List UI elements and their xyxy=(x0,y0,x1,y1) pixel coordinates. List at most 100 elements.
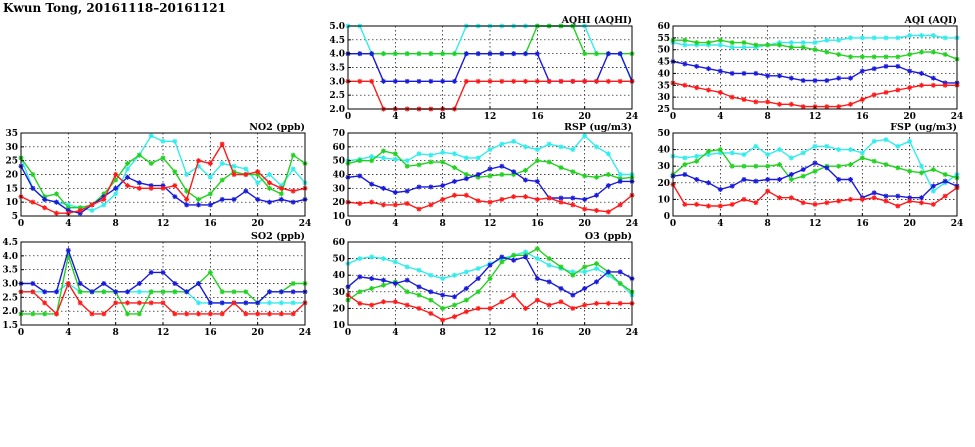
data-point xyxy=(883,54,889,60)
data-point xyxy=(113,177,119,183)
data-point xyxy=(65,207,71,213)
data-point xyxy=(65,205,71,211)
x-tick-label: 12 xyxy=(809,112,822,122)
data-point xyxy=(777,42,782,48)
data-point xyxy=(546,262,552,268)
data-point xyxy=(219,141,225,147)
data-point xyxy=(278,183,284,189)
data-point xyxy=(416,206,422,212)
data-point xyxy=(428,159,434,165)
data-point xyxy=(694,158,700,164)
y-tick-label: 3.5 xyxy=(2,266,18,276)
data-point xyxy=(452,51,457,57)
data-point xyxy=(243,166,249,172)
data-point xyxy=(487,51,493,57)
data-point xyxy=(582,51,588,57)
x-tick-label: 12 xyxy=(484,219,497,229)
data-point xyxy=(594,78,599,84)
data-point xyxy=(463,192,469,198)
data-point xyxy=(594,174,599,180)
chart-title: NO2 (ppb) xyxy=(249,122,305,133)
data-point xyxy=(523,144,528,150)
y-tick-label: 4.0 xyxy=(329,50,345,60)
data-point xyxy=(848,75,853,81)
data-point xyxy=(463,285,469,291)
data-point xyxy=(930,201,936,207)
data-point xyxy=(440,51,446,57)
data-point xyxy=(54,289,59,295)
data-point xyxy=(184,196,190,202)
data-point xyxy=(416,162,422,168)
data-point xyxy=(605,78,611,84)
y-tick-label: 10 xyxy=(5,198,18,208)
data-point xyxy=(907,195,913,201)
data-point xyxy=(523,305,528,311)
x-tick-label: 8 xyxy=(440,328,446,338)
data-point xyxy=(907,32,913,38)
data-point xyxy=(65,253,71,259)
data-point xyxy=(357,274,363,280)
data-point xyxy=(753,143,759,149)
data-point xyxy=(682,42,688,48)
data-point xyxy=(42,311,48,317)
data-point xyxy=(499,51,505,57)
data-point xyxy=(267,180,272,186)
data-point xyxy=(231,300,237,306)
data-point xyxy=(278,196,284,202)
data-point xyxy=(369,78,375,84)
data-point xyxy=(381,51,386,57)
data-point xyxy=(605,300,611,306)
x-tick-label: 4 xyxy=(392,112,398,122)
data-point xyxy=(741,152,747,158)
data-point xyxy=(255,196,261,202)
data-point xyxy=(487,305,493,311)
data-point xyxy=(859,155,865,161)
data-point xyxy=(523,167,528,173)
data-point xyxy=(558,285,564,291)
data-point xyxy=(42,196,48,202)
data-point xyxy=(463,78,469,84)
y-tick-label: 50 xyxy=(332,255,345,265)
y-tick-label: 60 xyxy=(332,143,345,153)
data-point xyxy=(919,163,924,169)
chart-so2: 0 4 8 12 16 20 24 1.5 2.0 2.5 3.0 3.5 4.0 4.5 SO2 (ppb… xyxy=(2,231,311,338)
data-point xyxy=(416,51,422,57)
data-point xyxy=(428,78,434,84)
data-point xyxy=(428,51,434,57)
data-point xyxy=(404,78,410,84)
data-point xyxy=(717,68,723,74)
data-point xyxy=(42,205,48,211)
data-point xyxy=(594,51,599,57)
y-tick-label: 3.5 xyxy=(329,64,345,74)
data-point xyxy=(428,289,434,295)
data-point xyxy=(160,269,166,275)
data-point xyxy=(558,199,564,205)
y-tick-label: 30 xyxy=(332,184,345,194)
data-point xyxy=(511,51,517,57)
data-point xyxy=(558,78,564,84)
data-point xyxy=(125,300,130,306)
data-point xyxy=(487,173,493,179)
data-point xyxy=(788,75,794,81)
data-point xyxy=(404,264,410,270)
data-point xyxy=(523,254,528,260)
x-tick-label: 16 xyxy=(531,219,544,229)
data-point xyxy=(463,297,469,303)
data-point xyxy=(77,210,83,216)
data-point xyxy=(369,285,375,291)
x-tick-label: 24 xyxy=(299,219,312,229)
data-point xyxy=(617,51,623,57)
data-point xyxy=(278,191,284,197)
data-point xyxy=(54,199,59,205)
data-point xyxy=(523,249,528,255)
data-point xyxy=(812,78,818,84)
data-point xyxy=(617,300,623,306)
data-point xyxy=(125,311,130,317)
data-point xyxy=(741,196,747,202)
data-point xyxy=(475,305,481,311)
data-point xyxy=(617,202,623,208)
data-point xyxy=(895,87,901,93)
data-point xyxy=(511,172,517,177)
data-point xyxy=(475,78,481,84)
data-point xyxy=(392,202,398,208)
